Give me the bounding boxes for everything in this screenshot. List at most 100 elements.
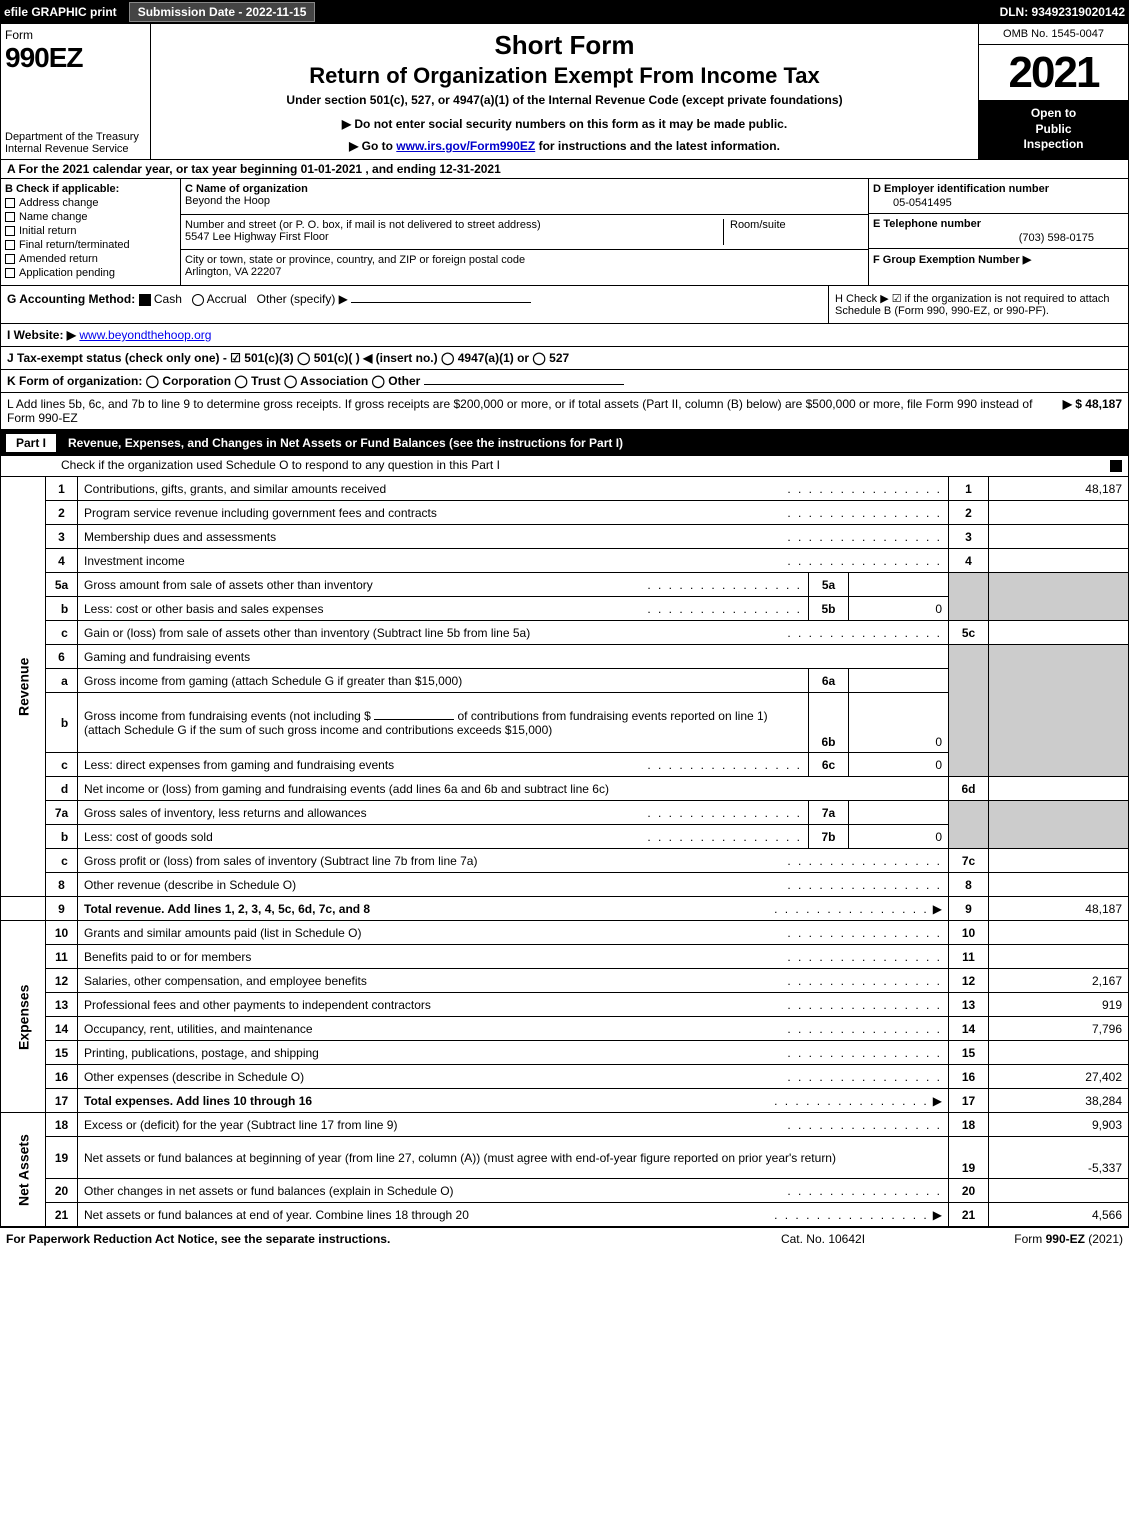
line-desc-text: Less: cost or other basis and sales expe… [84, 602, 647, 616]
dots [787, 1070, 942, 1084]
line-desc: Occupancy, rent, utilities, and maintena… [78, 1017, 949, 1041]
inner-val: 0 [849, 753, 949, 777]
row-i: I Website: ▶ www.beyondthehoop.org [0, 324, 1129, 347]
schedule-o-checkbox-icon[interactable] [1110, 460, 1122, 472]
section-a: A For the 2021 calendar year, or tax yea… [0, 160, 1129, 179]
dots [647, 602, 802, 616]
line-desc-text: Gross amount from sale of assets other t… [84, 578, 647, 592]
footer-form-num: 990-EZ [1046, 1232, 1085, 1246]
website-link[interactable]: www.beyondthehoop.org [79, 328, 211, 342]
checkbox-final-return[interactable]: Final return/terminated [5, 239, 176, 251]
go-to-line: ▶ Go to www.irs.gov/Form990EZ for instru… [157, 139, 972, 153]
line-desc-text: Investment income [84, 554, 787, 568]
revenue-side-label: Revenue [1, 477, 46, 897]
line-amount [989, 501, 1129, 525]
go-to-suffix: for instructions and the latest informat… [535, 139, 780, 153]
line-5a: 5a Gross amount from sale of assets othe… [1, 573, 1129, 597]
line-num: 1 [46, 477, 78, 501]
group-exemption-label: F Group Exemption Number ▶ [873, 253, 1124, 266]
line-num: 4 [46, 549, 78, 573]
line-desc-text: Salaries, other compensation, and employ… [84, 974, 787, 988]
line-ref: 16 [949, 1065, 989, 1089]
line-num: 11 [46, 945, 78, 969]
footer-left: For Paperwork Reduction Act Notice, see … [6, 1232, 723, 1246]
footer-cat-no: Cat. No. 10642I [723, 1232, 923, 1246]
return-title: Return of Organization Exempt From Incom… [157, 63, 972, 89]
checkbox-name-change[interactable]: Name change [5, 211, 176, 223]
line-desc: Total revenue. Add lines 1, 2, 3, 4, 5c,… [78, 897, 949, 921]
checkbox-amended-return[interactable]: Amended return [5, 253, 176, 265]
line-num: a [46, 669, 78, 693]
arrow-icon [929, 902, 942, 916]
row-l-amount: ▶ $ 48,187 [1043, 397, 1122, 425]
line-desc-text: Professional fees and other payments to … [84, 998, 787, 1012]
line-num: 10 [46, 921, 78, 945]
inner-ref: 7a [809, 801, 849, 825]
col-c: C Name of organization Beyond the Hoop N… [181, 179, 868, 285]
line-ref: 13 [949, 993, 989, 1017]
checkbox-address-change[interactable]: Address change [5, 197, 176, 209]
line-ref: 19 [949, 1137, 989, 1179]
line-amount [989, 849, 1129, 873]
form-word: Form [5, 28, 33, 42]
line-num: 3 [46, 525, 78, 549]
checkbox-label: Final return/terminated [19, 239, 130, 251]
line-ref: 21 [949, 1203, 989, 1227]
line-17: 17 Total expenses. Add lines 10 through … [1, 1089, 1129, 1113]
header-right: OMB No. 1545-0047 2021 Open to Public In… [978, 24, 1128, 159]
dots [787, 626, 942, 640]
footer-form-prefix: Form [1014, 1232, 1045, 1246]
line-15: 15 Printing, publications, postage, and … [1, 1041, 1129, 1065]
checkbox-accrual-icon[interactable] [192, 294, 204, 306]
line-ref: 4 [949, 549, 989, 573]
line-desc-text: Contributions, gifts, grants, and simila… [84, 482, 787, 496]
checkbox-icon [5, 212, 15, 222]
line-num: 7a [46, 801, 78, 825]
line-desc: Gross amount from sale of assets other t… [78, 573, 809, 597]
line-num: 18 [46, 1113, 78, 1137]
line-desc-text: Benefits paid to or for members [84, 950, 787, 964]
omb-number: OMB No. 1545-0047 [979, 24, 1128, 45]
line-desc: Excess or (deficit) for the year (Subtra… [78, 1113, 949, 1137]
line-3: 3 Membership dues and assessments 3 [1, 525, 1129, 549]
ein-value: 05-0541495 [873, 197, 1124, 209]
line-num: 6 [46, 645, 78, 669]
line-amount: 9,903 [989, 1113, 1129, 1137]
dots [787, 554, 942, 568]
go-to-link[interactable]: www.irs.gov/Form990EZ [396, 139, 535, 153]
line-desc-text: Excess or (deficit) for the year (Subtra… [84, 1118, 787, 1132]
department: Department of the Treasury Internal Reve… [5, 131, 146, 155]
line-num: 16 [46, 1065, 78, 1089]
dots [787, 506, 942, 520]
dots [647, 830, 802, 844]
tax-year: 2021 [979, 45, 1128, 100]
line-num: 20 [46, 1179, 78, 1203]
line-amount: 48,187 [989, 477, 1129, 501]
accounting-method: G Accounting Method: Cash Accrual Other … [1, 286, 828, 323]
org-name-label: C Name of organization [185, 183, 864, 195]
line-num: 13 [46, 993, 78, 1017]
line-num: d [46, 777, 78, 801]
telephone-row: E Telephone number (703) 598-0175 [869, 214, 1128, 249]
checkbox-icon [5, 198, 15, 208]
ein-row: D Employer identification number 05-0541… [869, 179, 1128, 214]
line-20: 20 Other changes in net assets or fund b… [1, 1179, 1129, 1203]
line-7c: c Gross profit or (loss) from sales of i… [1, 849, 1129, 873]
inner-ref: 6b [809, 693, 849, 753]
expenses-side-label: Expenses [1, 921, 46, 1113]
line-desc: Gross income from gaming (attach Schedul… [78, 669, 809, 693]
checkbox-icon [5, 268, 15, 278]
line-desc: Less: direct expenses from gaming and fu… [78, 753, 809, 777]
line-ref: 14 [949, 1017, 989, 1041]
checkbox-initial-return[interactable]: Initial return [5, 225, 176, 237]
line-desc: Less: cost of goods sold [78, 825, 809, 849]
line-desc-text: Grants and similar amounts paid (list in… [84, 926, 787, 940]
checkbox-cash-icon[interactable] [139, 294, 151, 306]
submission-date: Submission Date - 2022-11-15 [129, 2, 316, 22]
line-amount: -5,337 [989, 1137, 1129, 1179]
footer-right: Form 990-EZ (2021) [923, 1232, 1123, 1246]
checkbox-application-pending[interactable]: Application pending [5, 267, 176, 279]
go-to-prefix: ▶ Go to [349, 139, 396, 153]
line-num: c [46, 849, 78, 873]
line-desc-text: Printing, publications, postage, and shi… [84, 1046, 787, 1060]
